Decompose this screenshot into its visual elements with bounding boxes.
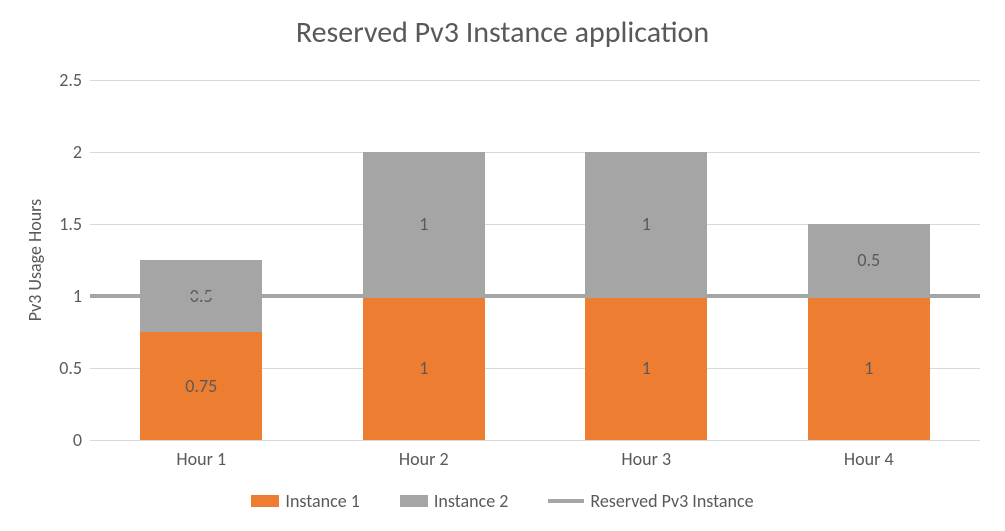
y-tick-label: 2.5 — [59, 69, 82, 91]
bar-segment: 1 — [363, 152, 485, 296]
bar-stack: 10.5 — [808, 80, 930, 440]
legend-item: Reserved Pv3 Instance — [548, 490, 753, 512]
legend-label: Instance 1 — [285, 490, 359, 512]
legend-item: Instance 2 — [400, 490, 508, 512]
legend-item: Instance 1 — [251, 490, 359, 512]
y-tick-label: 1 — [73, 285, 82, 307]
y-tick-label: 1.5 — [59, 213, 82, 235]
bar-stack: 11 — [363, 80, 485, 440]
legend-label: Reserved Pv3 Instance — [590, 490, 753, 512]
bar-segment: 1 — [363, 296, 485, 440]
bar-segment: 1 — [585, 296, 707, 440]
y-tick-label: 0.5 — [59, 357, 82, 379]
plot-area: 00.511.522.50.750.5Hour 111Hour 211Hour … — [90, 80, 980, 440]
x-tick-label: Hour 4 — [844, 448, 894, 470]
legend-label: Instance 2 — [434, 490, 508, 512]
legend-swatch-line — [548, 499, 584, 503]
x-tick-label: Hour 3 — [621, 448, 671, 470]
chart-container: Reserved Pv3 Instance application Pv3 Us… — [0, 0, 1005, 531]
y-tick-label: 2 — [73, 141, 82, 163]
reference-line — [90, 294, 980, 298]
bar-segment: 0.75 — [140, 332, 262, 440]
x-tick-label: Hour 1 — [176, 448, 226, 470]
bar-stack: 11 — [585, 80, 707, 440]
legend-swatch-box — [400, 495, 428, 507]
y-axis-label: Pv3 Usage Hours — [24, 80, 46, 440]
y-tick-label: 0 — [73, 429, 82, 451]
x-tick-label: Hour 2 — [399, 448, 449, 470]
bar-segment: 1 — [808, 296, 930, 440]
chart-title: Reserved Pv3 Instance application — [0, 14, 1005, 51]
bar-segment: 1 — [585, 152, 707, 296]
bar-stack: 0.750.5 — [140, 80, 262, 440]
legend-swatch-box — [251, 495, 279, 507]
gridline — [90, 440, 980, 441]
legend: Instance 1 Instance 2 Reserved Pv3 Instanc… — [0, 490, 1005, 512]
bar-segment: 0.5 — [808, 224, 930, 296]
